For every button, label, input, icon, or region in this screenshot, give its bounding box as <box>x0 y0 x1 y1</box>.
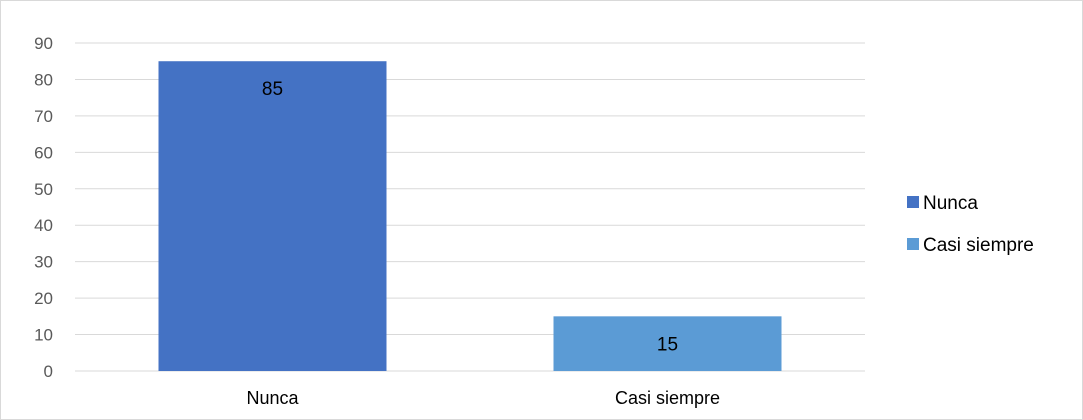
y-tick-label-0: 0 <box>44 362 53 381</box>
legend-label-casi-siempre: Casi siempre <box>923 235 1034 256</box>
bar-nunca <box>158 61 387 371</box>
legend-swatch-nunca <box>907 196 919 208</box>
x-axis-labels: Nunca Casi siempre <box>246 388 720 408</box>
y-tick-label-20: 20 <box>34 289 53 308</box>
y-tick-label-90: 90 <box>34 34 53 53</box>
bars: 85 15 <box>158 61 782 371</box>
y-tick-label-60: 60 <box>34 143 53 162</box>
y-tick-label-30: 30 <box>34 253 53 272</box>
y-tick-label-70: 70 <box>34 107 53 126</box>
y-tick-label-10: 10 <box>34 326 53 345</box>
bar-casi-siempre <box>553 316 782 371</box>
x-category-label-nunca: Nunca <box>246 388 299 408</box>
x-category-label-casi-siempre: Casi siempre <box>615 388 720 408</box>
data-label-nunca: 85 <box>262 79 283 100</box>
y-axis-ticks: 0 10 20 30 40 50 60 70 80 90 <box>34 34 53 381</box>
y-tick-label-80: 80 <box>34 70 53 89</box>
data-label-casi-siempre: 15 <box>657 334 678 355</box>
y-tick-label-40: 40 <box>34 216 53 235</box>
legend-label-nunca: Nunca <box>923 193 978 214</box>
y-tick-label-50: 50 <box>34 180 53 199</box>
legend: Nunca Casi siempre <box>907 193 1034 256</box>
legend-swatch-casi-siempre <box>907 238 919 250</box>
